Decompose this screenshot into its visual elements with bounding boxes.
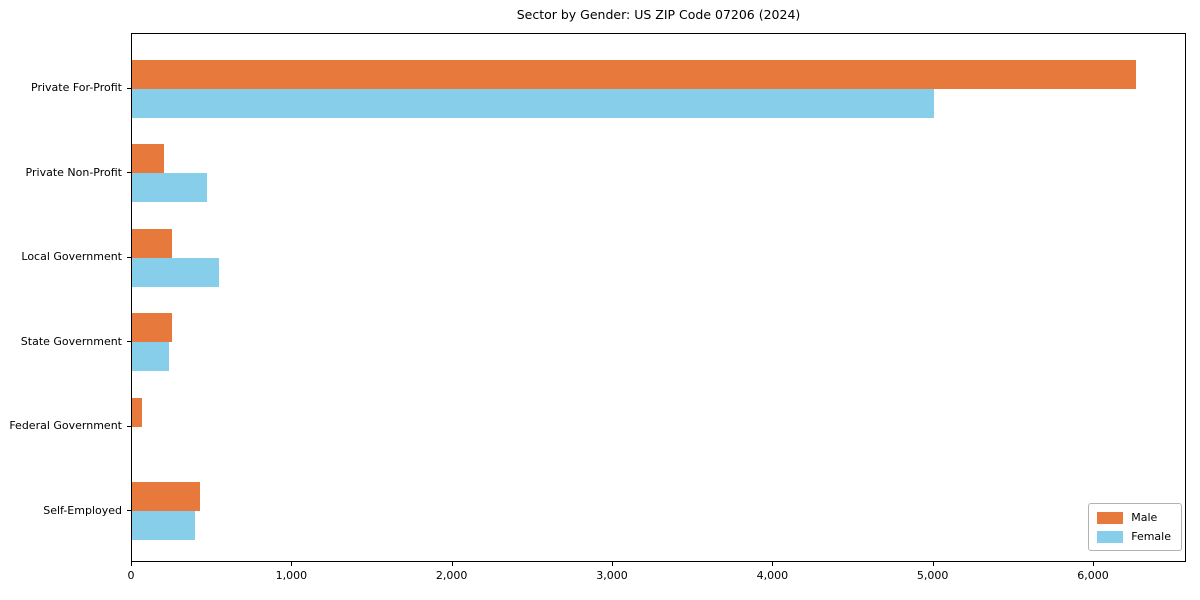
legend-label-female: Female <box>1131 530 1171 543</box>
x-tick-label-6-000: 6,000 <box>1077 569 1109 582</box>
x-tick-label-3-000: 3,000 <box>596 569 628 582</box>
bar-male-private-non-profit <box>132 144 164 173</box>
x-tick-mark <box>131 562 132 566</box>
bar-male-local-government <box>132 228 172 258</box>
x-tick-mark <box>291 562 293 566</box>
x-tick-label-1-000: 1,000 <box>275 569 308 582</box>
y-tick-label-self-employed: Self-Employed <box>43 503 122 517</box>
x-tick-mark <box>772 562 774 566</box>
x-tick-mark <box>451 562 453 566</box>
y-tick-mark <box>127 256 131 258</box>
bar-female-self-employed <box>132 511 195 540</box>
bar-female-private-non-profit <box>132 173 207 202</box>
y-tick-mark <box>127 87 131 89</box>
y-tick-mark <box>127 341 131 342</box>
bar-female-local-government <box>132 257 219 287</box>
legend-entry-female: Female <box>1097 530 1171 543</box>
y-tick-label-federal-government: Federal Government <box>9 419 122 432</box>
bar-female-state-government <box>132 342 169 371</box>
x-tick-mark <box>932 562 934 566</box>
bar-male-state-government <box>132 313 172 342</box>
bar-male-private-for-profit <box>132 59 1136 89</box>
y-tick-label-private-for-profit: Private For-Profit <box>31 81 122 94</box>
legend-swatch-male <box>1097 511 1124 524</box>
y-tick-mark <box>127 425 131 427</box>
x-tick-mark <box>612 562 613 566</box>
y-tick-mark <box>127 172 131 173</box>
legend-entry-male: Male <box>1097 511 1171 524</box>
plot-area <box>131 33 1186 562</box>
bar-male-self-employed <box>132 482 200 511</box>
bar-female-private-for-profit <box>132 88 934 118</box>
legend: Male Female <box>1088 503 1182 551</box>
legend-label-male: Male <box>1131 511 1158 524</box>
y-tick-label-private-non-profit: Private Non-Profit <box>25 165 122 179</box>
y-tick-label-local-government: Local Government <box>21 250 122 263</box>
x-tick-mark <box>1093 562 1094 566</box>
y-tick-label-state-government: State Government <box>20 334 122 348</box>
chart-title: Sector by Gender: US ZIP Code 07206 (202… <box>516 7 801 22</box>
x-tick-label-5-000: 5,000 <box>916 569 949 582</box>
x-tick-label-0: 0 <box>127 569 135 582</box>
legend-swatch-female <box>1097 530 1124 543</box>
x-tick-label-2-000: 2,000 <box>435 569 468 582</box>
bar-male-federal-government <box>132 397 142 427</box>
x-tick-label-4-000: 4,000 <box>756 569 789 582</box>
y-tick-mark <box>127 510 131 511</box>
